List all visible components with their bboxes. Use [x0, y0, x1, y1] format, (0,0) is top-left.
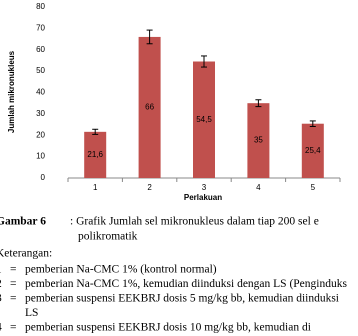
y-tick-label: 60 — [36, 45, 45, 54]
y-tick-label: 10 — [36, 152, 45, 161]
y-tick-label: 0 — [41, 173, 46, 182]
value-label: 54,5 — [196, 115, 212, 124]
note-eq: = — [10, 264, 17, 276]
y-tick-label: 40 — [36, 88, 45, 97]
caption-label: Gambar 6 — [0, 216, 46, 228]
x-tick-label: 5 — [311, 183, 316, 192]
note-eq: = — [10, 278, 17, 290]
caption-text: : Grafik Jumlah sel mikronukleus dalam t… — [70, 216, 319, 228]
note-text: pemberian suspensi EEKBRJ dosis 5 mg/kg … — [25, 293, 339, 305]
caption-block: Gambar 6 : Grafik Jumlah sel mikronukleus… — [0, 216, 347, 334]
bar — [247, 103, 270, 178]
x-axis-label: Perlakuan — [184, 193, 222, 202]
y-tick-label: 30 — [36, 109, 45, 118]
y-tick-label: 20 — [36, 130, 45, 139]
note-text: pemberian Na-CMC 1%, kemudian diinduksi … — [25, 278, 347, 290]
bar — [193, 61, 215, 178]
note-text: pemberian Na-CMC 1% (kontrol normal) — [25, 264, 217, 276]
y-tick-label: 50 — [36, 66, 45, 75]
note-number: 2 — [0, 278, 2, 290]
note-text: LS — [25, 307, 38, 319]
x-tick-label: 1 — [93, 183, 98, 192]
value-label: 21,6 — [87, 150, 103, 159]
y-axis-label: Jumlah mikronukleus — [7, 50, 16, 133]
note-number: 3 — [0, 293, 2, 305]
note-text: pemberian suspensi EEKBRJ dosis 10 mg/kg… — [25, 322, 311, 334]
notes-title: Keterangan: — [0, 248, 52, 260]
x-tick-label: 2 — [147, 183, 152, 192]
bar — [138, 36, 161, 178]
value-label: 66 — [145, 103, 154, 112]
value-label: 35 — [254, 136, 263, 145]
caption-text: polikromatik — [78, 231, 138, 243]
bar — [301, 123, 324, 178]
note-number: 1 — [0, 264, 2, 276]
bar — [84, 131, 107, 178]
x-tick-label: 3 — [202, 183, 207, 192]
value-label: 25,4 — [305, 146, 321, 155]
y-tick-label: 70 — [36, 23, 45, 32]
note-eq: = — [10, 322, 17, 334]
y-tick-label: 80 — [36, 2, 45, 11]
chart: Jumlah mikronukleus Perlakuan 0 10 20 30 40 5… — [7, 2, 341, 202]
note-eq: = — [10, 293, 17, 305]
note-number: 4 — [0, 322, 2, 334]
x-tick-label: 4 — [256, 183, 261, 192]
